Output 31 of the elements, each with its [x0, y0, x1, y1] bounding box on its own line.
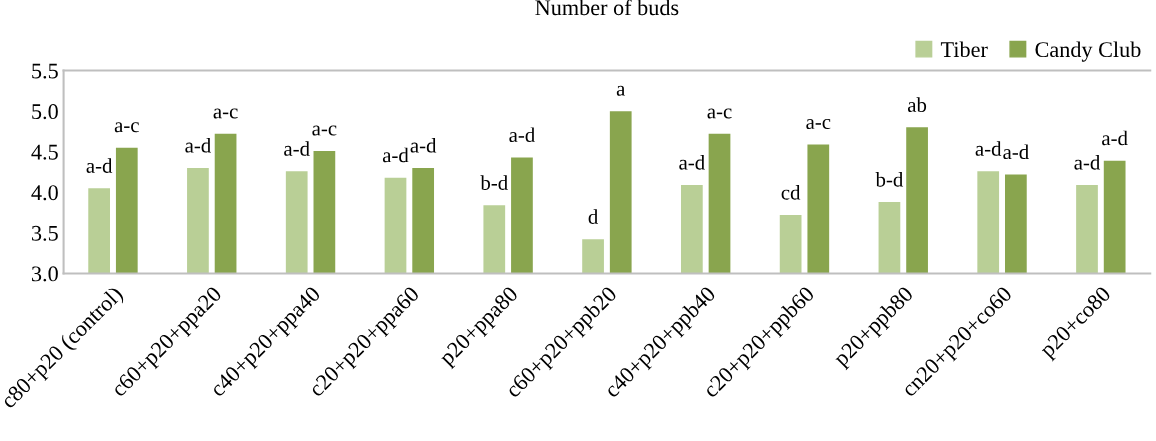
- y-tick-label: 4.0: [31, 185, 58, 201]
- data-label: a-c: [806, 119, 831, 130]
- data-label: a-d: [382, 147, 409, 163]
- data-label: d: [588, 209, 599, 224]
- data-label: a-d: [1074, 154, 1101, 170]
- data-label: a-d: [509, 127, 535, 143]
- data-label: a-c: [114, 122, 139, 133]
- chart-title: Number of buds: [535, 0, 679, 16]
- y-tick-label: 5.5: [32, 63, 58, 79]
- y-tick-label: 4.5: [31, 144, 58, 160]
- data-label: a-d: [284, 141, 310, 156]
- data-label: a-d: [185, 137, 211, 153]
- data-label: cd: [781, 184, 801, 200]
- y-tick-label: 3.5: [32, 225, 58, 241]
- data-label: a-d: [679, 154, 705, 170]
- data-label: a-c: [213, 108, 238, 119]
- data-label: a-d: [1003, 144, 1029, 160]
- data-label: b-d: [480, 175, 508, 190]
- data-label: a-c: [707, 108, 732, 119]
- data-label: a-d: [975, 141, 1002, 156]
- data-label: a-c: [312, 125, 337, 136]
- legend-label: Candy Club: [1035, 41, 1141, 62]
- data-label: a: [616, 85, 626, 96]
- data-label: a-d: [86, 158, 113, 173]
- data-label: ab: [907, 97, 927, 113]
- data-label: b-d: [875, 172, 904, 187]
- y-tick-label: 3.0: [32, 266, 58, 282]
- data-label: a-d: [410, 137, 437, 153]
- data-label: a-d: [1102, 130, 1128, 146]
- legend-label: Tiber: [940, 41, 988, 58]
- y-tick-label: 5.0: [32, 104, 58, 120]
